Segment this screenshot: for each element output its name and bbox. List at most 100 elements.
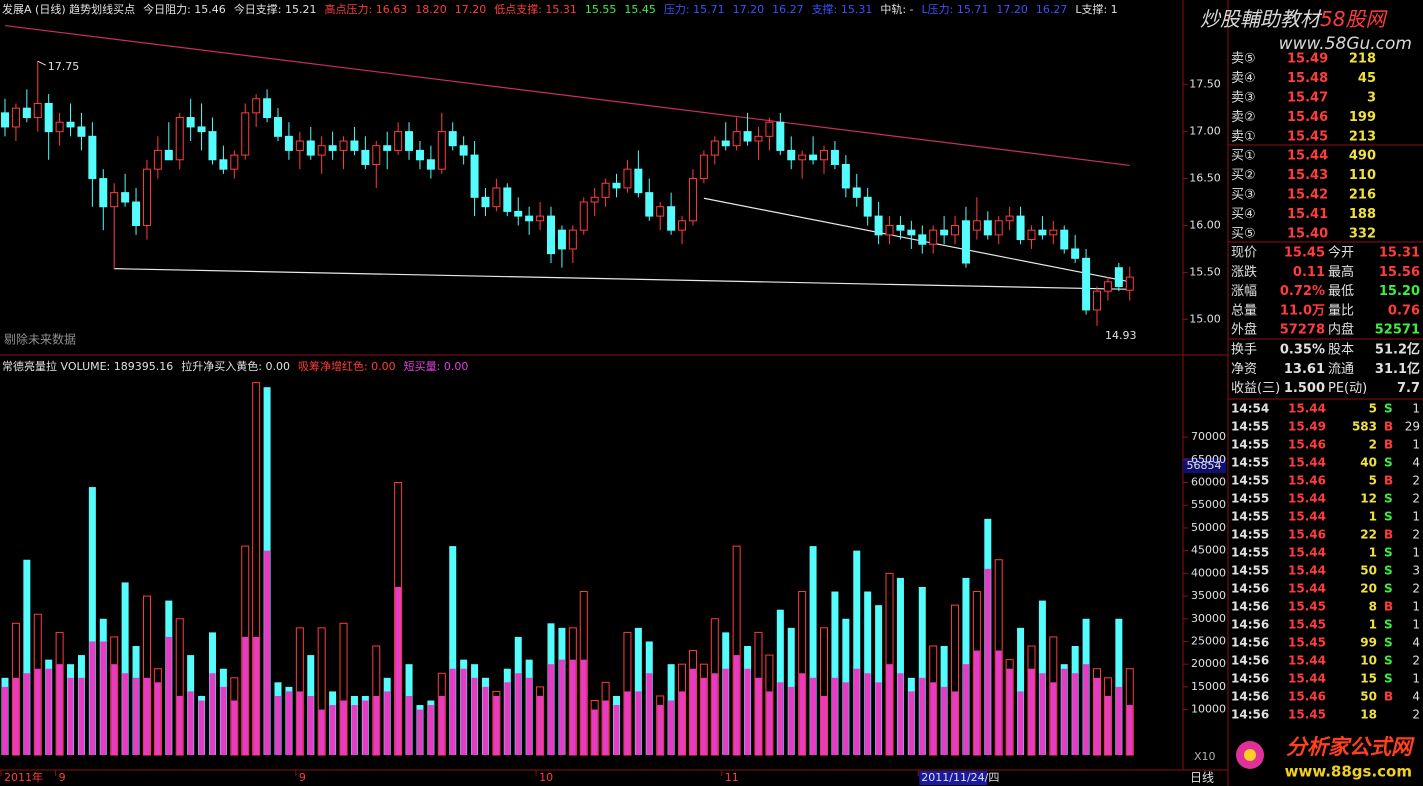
- inner-volume-bar: [602, 700, 609, 755]
- brand: 炒股輔助教材58股网: [1200, 7, 1388, 31]
- candle-body: [33, 102, 42, 119]
- inner-volume-bar: [537, 695, 544, 755]
- tick-price: 15.44: [1288, 672, 1326, 686]
- tick-side: B: [1384, 438, 1393, 452]
- book-volume: 213: [1349, 130, 1376, 145]
- tick-count: 4: [1412, 636, 1420, 650]
- inner-volume-bar: [253, 636, 260, 755]
- tick-volume: 1: [1369, 546, 1377, 560]
- inner-volume-bar: [722, 668, 729, 755]
- candle-body: [503, 187, 512, 212]
- book-label: 卖⑤: [1231, 52, 1256, 67]
- inner-volume-bar: [580, 659, 587, 755]
- tick-side: S: [1384, 636, 1393, 650]
- volume-bar: [121, 582, 129, 755]
- candle-body: [863, 196, 872, 217]
- inner-volume-bar: [799, 673, 806, 755]
- candle-body: [44, 102, 53, 133]
- inner-volume-bar: [231, 700, 238, 755]
- candle-body: [983, 220, 992, 236]
- inner-volume-bar: [941, 686, 948, 755]
- book-price: 15.43: [1287, 168, 1328, 183]
- x-tick-label: 2011年: [4, 770, 43, 784]
- header-item: 压力: 15.71: [664, 3, 725, 16]
- candle-body: [699, 154, 708, 180]
- inner-volume-bar: [187, 691, 194, 755]
- stat-value: 51.2亿: [1375, 342, 1420, 358]
- inner-volume-bar: [504, 682, 511, 755]
- inner-volume-bar: [831, 677, 838, 755]
- inner-volume-bar: [679, 691, 686, 755]
- tick-count: 3: [1412, 564, 1420, 578]
- stat-value: 15.45: [1284, 246, 1325, 261]
- tick-count: 1: [1412, 600, 1420, 614]
- y-tick-label: 16.50: [1189, 172, 1221, 185]
- header-item: 17.20: [996, 3, 1028, 16]
- tick-price: 15.45: [1288, 600, 1326, 614]
- stat-value: 1.500: [1284, 381, 1325, 396]
- tick-count: 2: [1412, 492, 1420, 506]
- candle-body: [972, 220, 981, 231]
- candle-body: [536, 215, 545, 222]
- candle-body: [99, 178, 108, 208]
- candle-body: [710, 140, 719, 156]
- inner-volume-bar: [154, 682, 161, 755]
- tick-time: 14:56: [1231, 654, 1269, 668]
- volume-bar: [831, 591, 839, 755]
- tick-price: 15.44: [1288, 510, 1326, 524]
- tick-count: 29: [1405, 420, 1420, 434]
- inner-volume-bar: [165, 636, 172, 755]
- inner-volume-bar: [635, 691, 642, 755]
- candle-body: [820, 149, 828, 161]
- book-volume: 45: [1358, 71, 1376, 86]
- stat-value: 15.56: [1379, 265, 1420, 280]
- candle-body: [547, 215, 555, 255]
- header-item: 15.55: [585, 3, 617, 16]
- book-volume: 199: [1349, 110, 1376, 125]
- header-item: 高点压力: 16.63: [325, 2, 408, 16]
- tick-time: 14:56: [1231, 636, 1269, 650]
- stat-label: 流通: [1328, 362, 1354, 377]
- inner-volume-bar: [460, 668, 467, 755]
- header-item: 发展A (日线) 趋势划线买点: [2, 2, 135, 16]
- tick-volume: 20: [1360, 582, 1377, 596]
- tick-time: 14:55: [1231, 474, 1269, 488]
- candle-body: [164, 149, 173, 161]
- inner-volume-bar: [122, 673, 129, 755]
- stat-label: 内盘: [1328, 322, 1354, 338]
- trend-line: [703, 197, 1130, 283]
- inner-volume-bar: [427, 705, 434, 755]
- tick-count: 2: [1412, 528, 1420, 542]
- inner-volume-bar: [569, 659, 576, 755]
- tick-side: B: [1384, 528, 1393, 542]
- inner-volume-bar: [416, 709, 423, 755]
- candle-body: [142, 168, 151, 226]
- header-item: 吸筹净增红色: 0.00: [298, 359, 396, 373]
- stat-value: 11.0万: [1280, 303, 1325, 318]
- header-item: 16.27: [772, 3, 804, 16]
- inner-volume-bar: [242, 636, 249, 755]
- candle-body: [951, 224, 960, 236]
- tick-price: 15.45: [1288, 708, 1326, 722]
- candle-body: [350, 140, 359, 151]
- inner-volume-bar: [766, 691, 773, 755]
- candle-body: [918, 234, 927, 245]
- tick-volume: 40: [1360, 456, 1377, 470]
- logo-flower-center: [1244, 749, 1256, 761]
- tick-count: 4: [1412, 690, 1420, 704]
- candle-body: [394, 131, 403, 151]
- candle-body: [219, 159, 228, 170]
- brand-text: 炒股輔助教材: [1200, 7, 1323, 31]
- inner-volume-bar: [1072, 673, 1079, 755]
- candle-body: [110, 192, 119, 208]
- header-item: 拉升净买入黄色: 0.00: [181, 359, 290, 373]
- candle-body: [481, 196, 490, 208]
- inner-volume-bar: [930, 682, 937, 755]
- tick-count: 2: [1412, 582, 1420, 596]
- inner-volume-bar: [296, 691, 303, 755]
- volume-bar: [918, 586, 926, 755]
- tick-price: 15.46: [1288, 690, 1326, 704]
- tick-count: 1: [1412, 618, 1420, 632]
- tick-count: 2: [1412, 654, 1420, 668]
- y-tick-label: 17.00: [1189, 125, 1221, 138]
